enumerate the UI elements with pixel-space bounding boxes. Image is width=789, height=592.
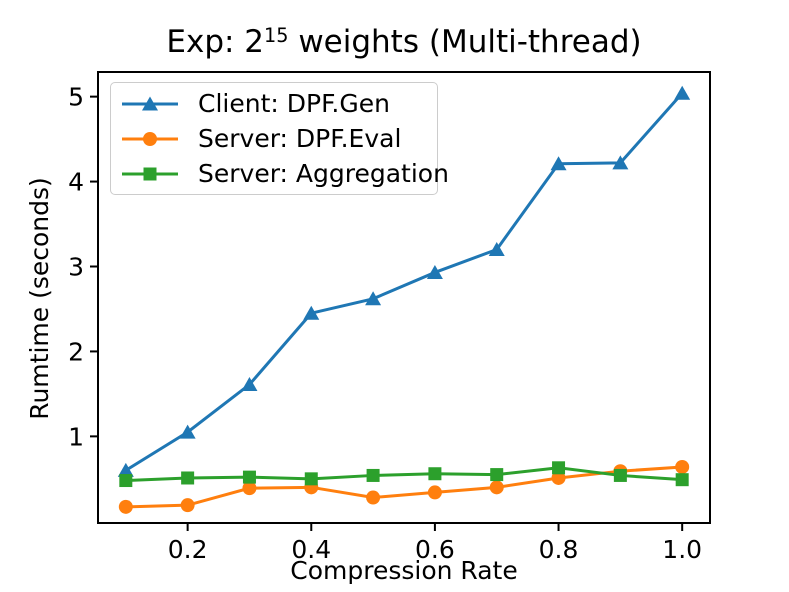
square-marker xyxy=(428,467,442,481)
triangle-marker xyxy=(550,156,567,171)
y-axis-label: Rumtime (seconds) xyxy=(25,177,54,420)
y-tick-label: 1 xyxy=(68,422,84,451)
triangle-marker xyxy=(303,305,320,320)
triangle-marker xyxy=(674,85,691,100)
x-axis-label: Compression Rate xyxy=(290,556,518,585)
circle-marker xyxy=(118,499,133,514)
square-marker xyxy=(490,468,504,482)
circle-marker xyxy=(675,459,690,474)
x-tick-label: 0.6 xyxy=(415,535,455,564)
triangle-marker xyxy=(117,462,134,477)
title-text: Exp: 2 xyxy=(166,24,265,60)
circle-marker xyxy=(242,481,257,496)
series-line xyxy=(125,465,683,509)
y-tick-label: 3 xyxy=(68,252,84,281)
triangle-marker xyxy=(179,424,196,439)
y-tick-label: 5 xyxy=(68,83,84,112)
legend-marker-icon xyxy=(122,96,178,110)
square-marker xyxy=(613,468,627,482)
legend-marker-icon xyxy=(122,167,178,180)
legend-label: Client: DPF.Gen xyxy=(198,89,390,118)
triangle-marker xyxy=(612,155,629,170)
x-tick-label: 0.8 xyxy=(539,535,579,564)
triangle-marker xyxy=(365,291,382,306)
circle-marker xyxy=(180,498,195,513)
y-tick-label: 4 xyxy=(68,168,84,197)
triangle-marker xyxy=(241,377,258,392)
circle-marker xyxy=(427,485,442,500)
square-marker xyxy=(304,472,318,486)
square-marker xyxy=(675,473,689,487)
circle-marker xyxy=(366,490,381,505)
legend-label: Server: DPF.Eval xyxy=(198,124,402,153)
series-line xyxy=(125,466,683,483)
square-marker xyxy=(242,470,256,484)
legend-marker-icon xyxy=(122,131,178,146)
legend-label: Server: Aggregation xyxy=(198,159,449,188)
circle-marker xyxy=(551,470,566,485)
square-marker xyxy=(552,461,566,475)
square-marker xyxy=(181,471,195,485)
square-marker xyxy=(119,474,133,488)
circle-marker xyxy=(489,480,504,495)
legend: Client: DPF.Gen Server: DPF.Eval Server: A… xyxy=(110,82,449,195)
legend-item: Server: DPF.Eval xyxy=(111,121,437,156)
legend-item: Client: DPF.Gen xyxy=(111,86,437,121)
triangle-marker xyxy=(426,264,443,279)
title-superscript: 15 xyxy=(264,24,289,48)
chart-title: Exp: 215 weights (Multi-thread) xyxy=(98,24,710,60)
square-marker xyxy=(366,468,380,482)
x-tick-label: 0.2 xyxy=(168,535,208,564)
triangle-marker xyxy=(488,242,505,257)
legend-item: Server: Aggregation xyxy=(111,156,449,191)
axes-frame xyxy=(97,71,711,524)
x-tick-label: 0.4 xyxy=(291,535,331,564)
title-text-suffix: weights (Multi-thread) xyxy=(288,24,642,60)
y-tick-label: 2 xyxy=(68,337,84,366)
series-line xyxy=(125,92,684,472)
x-tick-label: 1.0 xyxy=(662,535,702,564)
